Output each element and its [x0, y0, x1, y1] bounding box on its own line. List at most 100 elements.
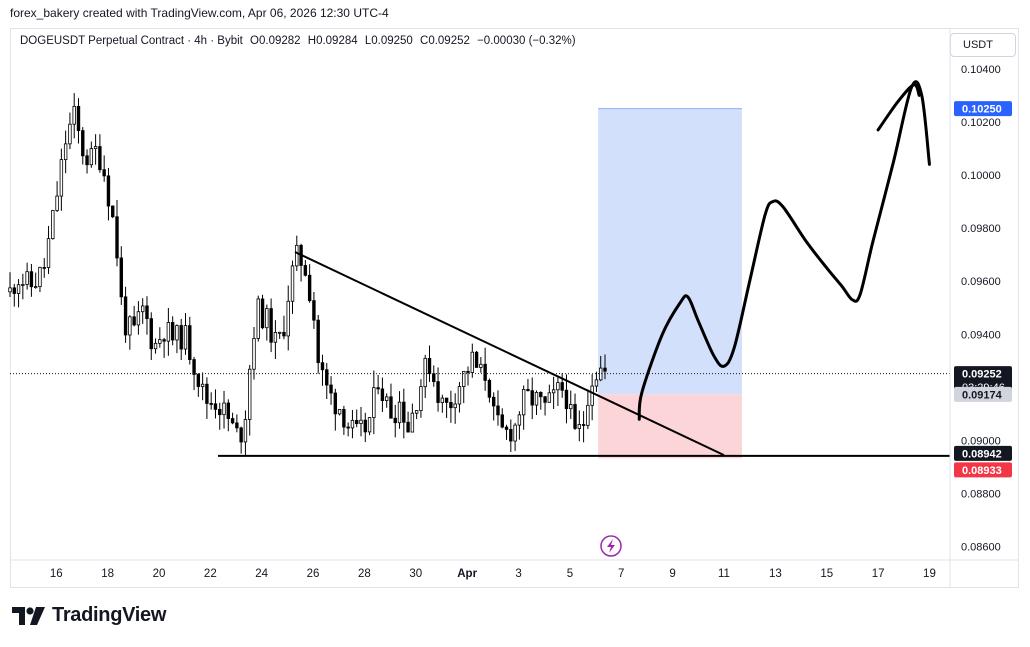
support-price-label-text: 0.08942 — [962, 448, 1002, 460]
candle — [111, 205, 115, 219]
candle-body — [140, 305, 145, 313]
candle — [440, 394, 445, 413]
time-tick-label: 22 — [204, 568, 217, 580]
candle — [170, 316, 175, 346]
candle-body — [355, 419, 359, 424]
candle-body — [243, 419, 248, 443]
candle-body — [457, 386, 462, 405]
candle — [547, 384, 552, 403]
candle — [325, 363, 329, 399]
candle — [500, 408, 504, 429]
event-marker[interactable] — [600, 535, 622, 557]
candle-body — [599, 367, 603, 381]
candle — [346, 422, 350, 437]
candle-body — [282, 331, 286, 337]
candle-body — [235, 422, 239, 429]
candle — [68, 112, 72, 150]
candle-body — [183, 325, 188, 350]
candle-body — [119, 257, 123, 298]
time-axis[interactable]: 16 18 20 22 24 26 28 30 Apr 3 5 7 9 11 13 15 17 19 — [10, 559, 1019, 580]
candle — [252, 326, 256, 380]
candle — [72, 93, 76, 139]
candle — [462, 370, 466, 404]
candle-body — [256, 298, 260, 339]
candle-body — [414, 410, 419, 414]
candle — [230, 412, 235, 425]
candle — [393, 404, 397, 438]
candle-body — [145, 305, 149, 320]
candle — [183, 313, 188, 355]
candle — [175, 324, 179, 354]
time-tick-label: 26 — [307, 568, 320, 580]
candle — [145, 296, 149, 335]
candle — [530, 377, 534, 420]
candle — [491, 392, 496, 421]
candle-body — [269, 308, 273, 343]
candle-body — [504, 426, 509, 430]
price-tick-label: 0.10400 — [961, 64, 1001, 76]
candle — [205, 377, 209, 419]
candle-body — [307, 274, 312, 302]
candle-body — [85, 155, 89, 166]
candle-body — [128, 316, 132, 336]
candle-body — [530, 390, 534, 406]
candle-body — [547, 392, 552, 403]
candle-body — [213, 403, 218, 410]
candle — [599, 355, 603, 382]
candle — [444, 397, 449, 419]
currency-selector-button[interactable]: USDT — [950, 33, 1016, 57]
candle — [102, 155, 106, 182]
candle — [372, 370, 376, 435]
candle-body — [444, 397, 449, 403]
legend-symbol[interactable]: DOGEUSDT Perpetual Contract · 4h · Bybit — [20, 35, 243, 47]
price-axis[interactable]: 0.10400 0.10200 0.10000 0.09800 0.09600 0.094… — [949, 29, 1001, 588]
legend-change: −0.00030 (−0.32%) — [477, 35, 576, 47]
candle-body — [320, 362, 325, 371]
price-tick-label: 0.09800 — [961, 223, 1001, 235]
candle-body — [286, 300, 290, 337]
candle-body — [419, 386, 423, 411]
target-zone — [598, 108, 742, 395]
candle-body — [16, 284, 21, 294]
candle-body — [89, 148, 94, 166]
tradingview-brand[interactable]: TradingView — [12, 604, 166, 627]
time-tick-label: 9 — [669, 568, 675, 580]
candle-body — [500, 414, 504, 428]
candle-body — [474, 351, 479, 368]
candle — [81, 127, 85, 165]
candle — [534, 390, 539, 416]
candle — [359, 406, 363, 437]
drawing-lines — [10, 80, 950, 457]
candle — [573, 393, 577, 430]
candle-body — [230, 418, 235, 424]
candle — [312, 291, 316, 329]
candle — [282, 315, 286, 340]
candle — [350, 409, 355, 439]
candle-body — [393, 417, 397, 424]
candle — [410, 403, 415, 433]
candle-body — [303, 265, 308, 276]
candle — [474, 350, 479, 368]
candle-body — [115, 216, 119, 259]
candle-body — [406, 421, 410, 433]
candle-body — [102, 169, 106, 177]
candle — [269, 298, 273, 353]
candle-body — [466, 370, 470, 373]
candle-body — [436, 381, 440, 403]
lightning-icon[interactable] — [600, 535, 622, 557]
support-price-label-box — [954, 445, 1012, 461]
candle-body — [12, 287, 16, 294]
candle — [397, 391, 402, 429]
candle — [513, 422, 517, 451]
candle-body — [569, 404, 573, 410]
candle-body — [192, 359, 196, 375]
tradingview-logo-icon — [12, 606, 45, 625]
candle — [218, 402, 222, 430]
candle — [158, 327, 162, 348]
candle — [85, 149, 89, 174]
candle — [248, 364, 252, 436]
candle-body — [380, 388, 385, 401]
candle — [243, 410, 248, 456]
candle — [560, 372, 564, 398]
